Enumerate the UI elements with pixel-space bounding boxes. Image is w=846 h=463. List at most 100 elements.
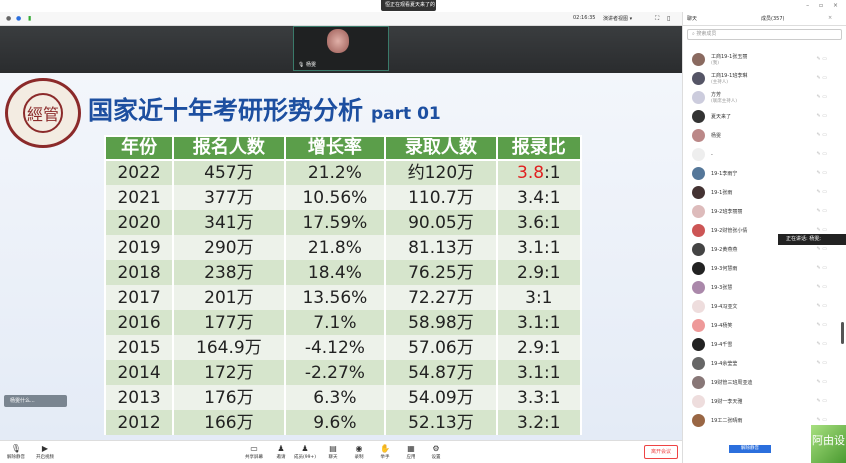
- minimized-video[interactable]: 杨雯什么...: [4, 395, 67, 407]
- view-mode-button[interactable]: 演讲者视图 ▾: [603, 16, 633, 22]
- mic-muted-icon: ✎ ▭: [816, 56, 827, 62]
- table-cell: 2022: [103, 160, 175, 185]
- table-cell: -2.27%: [283, 360, 387, 385]
- table-cell: 238万: [172, 260, 286, 285]
- member-item[interactable]: 19-3何慧雨 ✎ ▭: [683, 259, 843, 278]
- member-item[interactable]: 19-4冯亚文 ✎ ▭: [683, 297, 843, 316]
- table-cell: 457万: [172, 160, 286, 185]
- leave-meeting-button[interactable]: 离开会议: [644, 445, 678, 459]
- tab-members[interactable]: 成员(357): [761, 16, 785, 22]
- table-cell: 2013: [103, 385, 175, 410]
- mic-muted-icon: ✎ ▭: [816, 398, 827, 404]
- avatar: [692, 186, 705, 199]
- table-cell: 18.4%: [283, 260, 387, 285]
- column-header: 报录比: [495, 135, 583, 161]
- table-row: 2012 166万 9.6% 52.13万 3.2:1: [103, 410, 583, 435]
- logo-text: 經管: [23, 93, 63, 133]
- avatar: [692, 262, 705, 275]
- member-item[interactable]: 19-2黄燕燕 ✎ ▭: [683, 240, 843, 259]
- avatar: [692, 224, 705, 237]
- avatar: [692, 72, 705, 85]
- button-label: 聊天: [328, 455, 338, 460]
- invite-button[interactable]: ♟ 邀请: [268, 443, 294, 460]
- table-cell: 21.2%: [283, 160, 387, 185]
- record-button[interactable]: ◉ 录制: [346, 443, 372, 460]
- member-item[interactable]: 19-1李雨宁 ✎ ▭: [683, 164, 843, 183]
- tab-chat[interactable]: 聊天: [687, 16, 698, 22]
- speaker-video-tile[interactable]: 🎙 杨雯: [293, 26, 389, 71]
- member-item[interactable]: 杨雯 ✎ ▭: [683, 126, 843, 145]
- close-panel-icon[interactable]: ×: [828, 15, 833, 21]
- member-item[interactable]: 19-2财管张小倩 ✎ ▭: [683, 221, 843, 240]
- raise-hand-button[interactable]: ✋ 举手: [372, 443, 398, 460]
- table-cell: 7.1%: [283, 310, 387, 335]
- raise-hand-icon: ✋: [380, 444, 390, 453]
- table-cell: 3.8:1: [495, 160, 583, 185]
- member-item[interactable]: 19财管三班周亚迪 ✎ ▭: [683, 373, 843, 392]
- button-label: 录制: [354, 455, 364, 460]
- mic-muted-icon: ✎ ▭: [816, 189, 827, 195]
- speaker-name: 杨雯: [305, 62, 316, 68]
- member-item[interactable]: 19-4余莹莹 ✎ ▭: [683, 354, 843, 373]
- table-cell: 2020: [103, 210, 175, 235]
- shield-icon[interactable]: ●: [16, 15, 22, 22]
- chat-button[interactable]: ▤ 聊天: [320, 443, 346, 460]
- mic-muted-icon: ✎ ▭: [816, 341, 827, 347]
- table-cell: 164.9万: [172, 335, 286, 360]
- member-item[interactable]: 19-1张雨 ✎ ▭: [683, 183, 843, 202]
- window-controls[interactable]: – ▫ ×: [806, 2, 842, 9]
- member-item[interactable]: 方芳 (联席主持人) ✎ ▭: [683, 88, 843, 107]
- table-cell: 3.1:1: [495, 360, 583, 385]
- table-cell: 10.56%: [283, 185, 387, 210]
- video-button[interactable]: ▶ 开启视频: [32, 443, 58, 460]
- member-item[interactable]: - ✎ ▭: [683, 145, 843, 164]
- header-row: 年份 报名人数 增长率 录取人数 报录比: [103, 135, 583, 161]
- table-cell: 17.59%: [283, 210, 387, 235]
- table-cell: 76.25万: [384, 260, 498, 285]
- table-cell: 81.13万: [384, 235, 498, 260]
- table-row: 2017 201万 13.56% 72.27万 3:1: [103, 285, 583, 310]
- window-icon[interactable]: ▯: [667, 15, 671, 22]
- invite-icon: ♟: [277, 444, 285, 453]
- table-row: 2018 238万 18.4% 76.25万 2.9:1: [103, 260, 583, 285]
- button-label: 解除静音: [7, 455, 25, 460]
- table-row: 2020 341万 17.59% 90.05万 3.6:1: [103, 210, 583, 235]
- member-item[interactable]: 19工二张晴雨 ✎ ▭: [683, 411, 843, 430]
- unmute-button[interactable]: 🎙 解除静音: [3, 443, 29, 460]
- member-item[interactable]: 19-2班李丽丽 ✎ ▭: [683, 202, 843, 221]
- members-button[interactable]: ♟ 成员(99+): [292, 443, 318, 460]
- slide-title: 国家近十年考研形势分析 part 01: [88, 91, 441, 127]
- member-item[interactable]: 19-3张慧 ✎ ▭: [683, 278, 843, 297]
- school-logo: 經管: [5, 78, 81, 148]
- member-item[interactable]: 工商19-1张玉丽 (我) ✎ ▭: [683, 50, 843, 69]
- member-item[interactable]: 19-4杨笑 ✎ ▭: [683, 316, 843, 335]
- member-item[interactable]: 工商19-1班李琳 (主持人) ✎ ▭: [683, 69, 843, 88]
- apps-button[interactable]: ▦ 应用: [398, 443, 424, 460]
- member-item[interactable]: 19-4千雪 ✎ ▭: [683, 335, 843, 354]
- share-screen-button[interactable]: ▭ 共享屏幕: [241, 443, 267, 460]
- member-name: 夏天来了: [711, 114, 732, 120]
- table-cell: 290万: [172, 235, 286, 260]
- search-placeholder: 搜索成员: [696, 31, 717, 37]
- info-icon[interactable]: ●: [6, 15, 12, 22]
- fullscreen-icon[interactable]: ⛶: [655, 15, 660, 22]
- member-name: 19-1李雨宁: [711, 171, 738, 177]
- table-cell: 2017: [103, 285, 175, 310]
- unmute-all-button[interactable]: 解除静音: [729, 445, 771, 453]
- table-cell: 21.8%: [283, 235, 387, 260]
- member-name: -: [711, 152, 713, 158]
- member-list-scrollbar[interactable]: [841, 322, 844, 344]
- table-cell: 3.1:1: [495, 310, 583, 335]
- settings-button[interactable]: ⚙ 设置: [423, 443, 449, 460]
- member-item[interactable]: 夏天来了 ✎ ▭: [683, 107, 843, 126]
- member-name: 工商19-1班李琳: [711, 73, 748, 79]
- stats-table: 年份 报名人数 增长率 录取人数 报录比 2022 457万 21.2% 约120万 3.8:1…: [103, 135, 583, 435]
- table-cell: 341万: [172, 210, 286, 235]
- member-role: (我): [711, 61, 720, 66]
- members-icon: ♟: [301, 444, 309, 453]
- mic-muted-icon: ✎ ▭: [816, 246, 827, 252]
- member-item[interactable]: 19财一李天雅 ✎ ▭: [683, 392, 843, 411]
- mic-muted-icon: ✎ ▭: [816, 417, 827, 423]
- member-name: 19-4千雪: [711, 342, 733, 348]
- member-search-input[interactable]: ⌕ 搜索成员: [687, 29, 842, 40]
